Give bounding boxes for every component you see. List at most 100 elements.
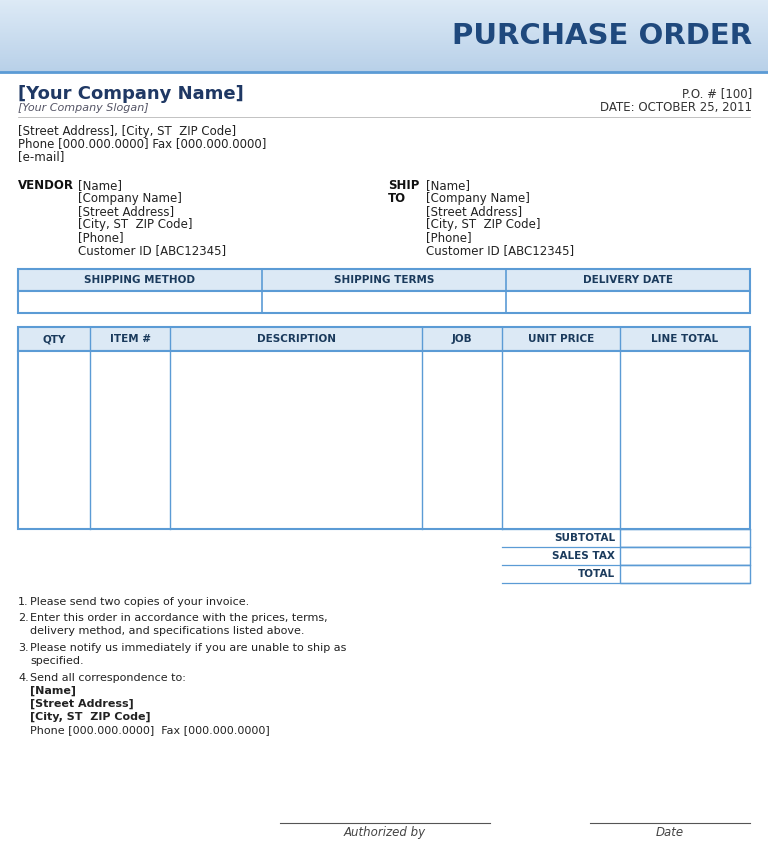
Bar (0, 49, 768, 50)
Bar (0, 58, 768, 60)
Bar (0, 7, 768, 9)
Text: ITEM #: ITEM # (110, 334, 151, 344)
Text: LINE TOTAL: LINE TOTAL (651, 334, 719, 344)
Text: PURCHASE ORDER: PURCHASE ORDER (452, 22, 752, 50)
Bar (0, 3, 768, 4)
Text: UNIT PRICE: UNIT PRICE (528, 334, 594, 344)
Bar (0, 23, 768, 25)
Bar (0, 66, 768, 67)
Text: [Your Company Name]: [Your Company Name] (18, 85, 243, 103)
Bar (0, 30, 768, 31)
Bar (0, 18, 768, 19)
Bar (0, 6, 768, 7)
Bar (0, 39, 768, 41)
Bar (0, 42, 768, 43)
Text: Please send two copies of your invoice.: Please send two copies of your invoice. (30, 597, 250, 607)
Bar (0, 47, 768, 49)
Text: JOB: JOB (452, 334, 472, 344)
Bar (0, 2, 768, 3)
Bar (0, 8, 768, 9)
Bar (0, 44, 768, 46)
Bar (0, 61, 768, 63)
Text: Enter this order in accordance with the prices, terms,: Enter this order in accordance with the … (30, 613, 328, 623)
Bar (0, 22, 768, 23)
Bar (0, 9, 768, 10)
Bar (0, 43, 768, 44)
Bar (0, 11, 768, 13)
Text: Authorized by: Authorized by (344, 826, 426, 839)
Text: Phone [000.000.0000]  Fax [000.000.0000]: Phone [000.000.0000] Fax [000.000.0000] (30, 725, 270, 735)
Bar (0, 29, 768, 31)
Text: [Street Address], [City, ST  ZIP Code]: [Street Address], [City, ST ZIP Code] (18, 124, 236, 138)
Bar (0, 31, 768, 33)
Text: [Phone]: [Phone] (78, 231, 124, 244)
Text: 3.: 3. (18, 643, 28, 653)
Text: SUBTOTAL: SUBTOTAL (554, 533, 615, 543)
Bar (0, 69, 768, 70)
Text: 2.: 2. (18, 613, 28, 623)
Bar (0, 60, 768, 61)
Bar (0, 14, 768, 15)
Text: SHIP: SHIP (388, 179, 419, 192)
Text: specified.: specified. (30, 656, 84, 666)
Bar (0, 25, 768, 26)
Bar (0, 34, 768, 35)
Bar (0, 15, 768, 17)
Text: [City, ST  ZIP Code]: [City, ST ZIP Code] (78, 218, 193, 231)
Bar (0, 57, 768, 59)
Text: SHIPPING METHOD: SHIPPING METHOD (84, 275, 196, 285)
Bar (0, 36, 768, 37)
Text: [Name]: [Name] (78, 179, 122, 192)
Bar (0, 62, 768, 64)
Text: TOTAL: TOTAL (578, 569, 615, 579)
Bar (0, 10, 768, 12)
Bar (0, 71, 768, 72)
Bar (0, 14, 768, 16)
Bar (0, 60, 768, 62)
Text: SALES TAX: SALES TAX (552, 551, 615, 561)
Bar (620, 529, 750, 547)
Bar (0, 19, 768, 20)
Bar (0, 59, 768, 60)
Bar (18, 351, 750, 529)
Bar (0, 21, 768, 22)
Text: DESCRIPTION: DESCRIPTION (257, 334, 336, 344)
Bar (0, 17, 768, 18)
Bar (620, 565, 750, 583)
Bar (0, 26, 768, 27)
Text: SHIPPING TERMS: SHIPPING TERMS (334, 275, 434, 285)
Bar (620, 547, 750, 565)
Text: [Your Company Slogan]: [Your Company Slogan] (18, 103, 149, 113)
Text: [Street Address]: [Street Address] (78, 205, 174, 218)
Bar (18, 291, 750, 313)
Bar (0, 51, 768, 52)
Bar (0, 12, 768, 14)
Text: Date: Date (656, 826, 684, 839)
Text: [Name]: [Name] (30, 686, 76, 696)
Text: DELIVERY DATE: DELIVERY DATE (583, 275, 673, 285)
Bar (0, 24, 768, 26)
Bar (0, 4, 768, 5)
Text: VENDOR: VENDOR (18, 179, 74, 192)
Text: Phone [000.000.0000] Fax [000.000.0000]: Phone [000.000.0000] Fax [000.000.0000] (18, 138, 266, 151)
Bar (0, 52, 768, 53)
Bar (0, 9, 768, 11)
Bar (0, 54, 768, 55)
Bar (18, 269, 750, 291)
Text: [Company Name]: [Company Name] (426, 192, 530, 205)
Bar (0, 43, 768, 45)
Text: [Phone]: [Phone] (426, 231, 472, 244)
Bar (0, 37, 768, 38)
Text: [City, ST  ZIP Code]: [City, ST ZIP Code] (30, 712, 151, 722)
Bar (0, 28, 768, 30)
Text: DATE: OCTOBER 25, 2011: DATE: OCTOBER 25, 2011 (600, 101, 752, 115)
Text: [Street Address]: [Street Address] (426, 205, 522, 218)
Bar (0, 65, 768, 66)
Bar (0, 55, 768, 57)
Bar (0, 50, 768, 51)
Text: [City, ST  ZIP Code]: [City, ST ZIP Code] (426, 218, 541, 231)
Bar (0, 35, 768, 36)
Bar (0, 67, 768, 68)
Text: 1.: 1. (18, 597, 28, 607)
Bar (0, 41, 768, 43)
